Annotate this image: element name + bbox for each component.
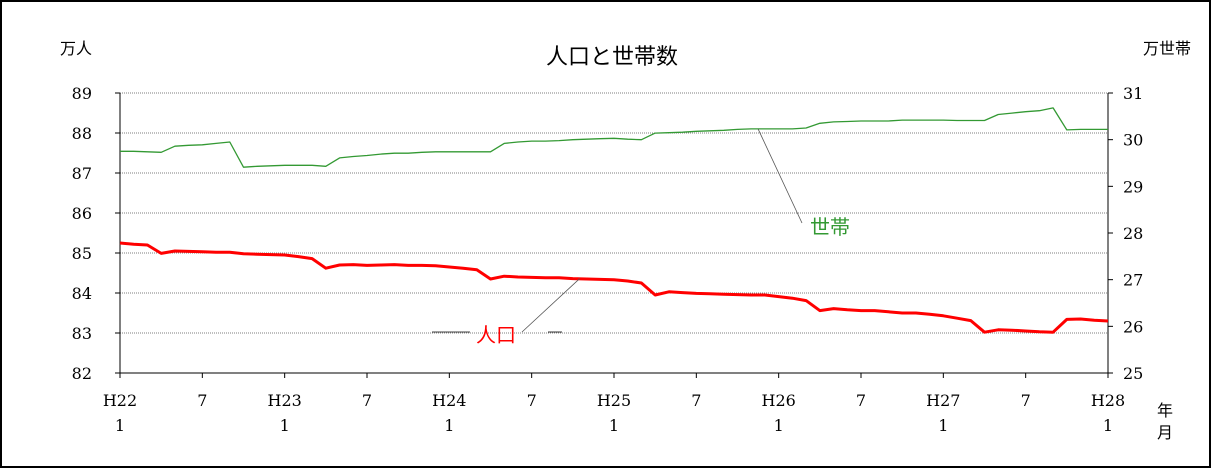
x-axis-month-label: 7 [856, 391, 866, 410]
right-axis-tick-label: 28 [1123, 224, 1143, 243]
x-axis-month-label: 7 [197, 391, 207, 410]
left-axis-tick-label: 82 [72, 364, 92, 383]
series-line-population [119, 241, 1109, 334]
x-axis-year-label: H27 [926, 391, 960, 410]
x-axis-month-label: 7 [362, 391, 372, 410]
x-axis-month-label: 1 [115, 416, 125, 435]
right-axis-tick-label: 27 [1123, 271, 1143, 290]
left-axis-tick-label: 86 [72, 204, 92, 223]
left-axis-tick-label: 87 [72, 164, 92, 183]
left-axis-tick-label: 88 [72, 124, 92, 143]
x-axis-month-label: 7 [527, 391, 537, 410]
x-axis-month-label: 7 [691, 391, 701, 410]
x-axis-unit-year: 年 [1157, 401, 1173, 420]
chart-title: 人口と世帯数 [546, 45, 678, 70]
left-axis-tick-label: 89 [72, 84, 92, 103]
right-axis-tick-label: 31 [1123, 84, 1143, 103]
right-axis-tick-label: 25 [1123, 364, 1143, 383]
x-axis-month-label: 1 [444, 416, 454, 435]
x-axis-month-label: 1 [1103, 416, 1113, 435]
households-annotation: 世帯 [810, 215, 850, 239]
x-axis-year-label: H25 [597, 391, 631, 410]
right-axis-unit: 万世帯 [1143, 39, 1191, 58]
x-axis-year-label: H22 [103, 391, 137, 410]
right-axis-tick-label: 30 [1123, 131, 1143, 150]
left-axis-tick-label: 83 [72, 324, 92, 343]
x-axis-year-label: H26 [762, 391, 796, 410]
x-axis-unit-month: 月 [1157, 423, 1173, 442]
x-axis-month-label: 1 [280, 416, 290, 435]
right-axis-tick-label: 29 [1123, 177, 1143, 196]
x-axis-year-label: H28 [1091, 391, 1125, 410]
x-axis-year-label: H24 [432, 391, 466, 410]
x-axis-month-label: 1 [938, 416, 948, 435]
x-axis-month-label: 7 [1021, 391, 1031, 410]
households-leader-line [757, 128, 803, 224]
x-axis-month-label: 1 [609, 416, 619, 435]
population-leader-line [521, 278, 580, 333]
left-axis-tick-label: 84 [72, 284, 92, 303]
left-axis-tick-label: 85 [72, 244, 92, 263]
left-axis-unit: 万人 [60, 39, 92, 58]
right-axis-tick-label: 26 [1123, 317, 1143, 336]
x-axis-year-label: H23 [268, 391, 302, 410]
population-annotation: 人口 [476, 323, 516, 347]
series-line-households [120, 107, 1108, 168]
x-axis-month-label: 1 [774, 416, 784, 435]
